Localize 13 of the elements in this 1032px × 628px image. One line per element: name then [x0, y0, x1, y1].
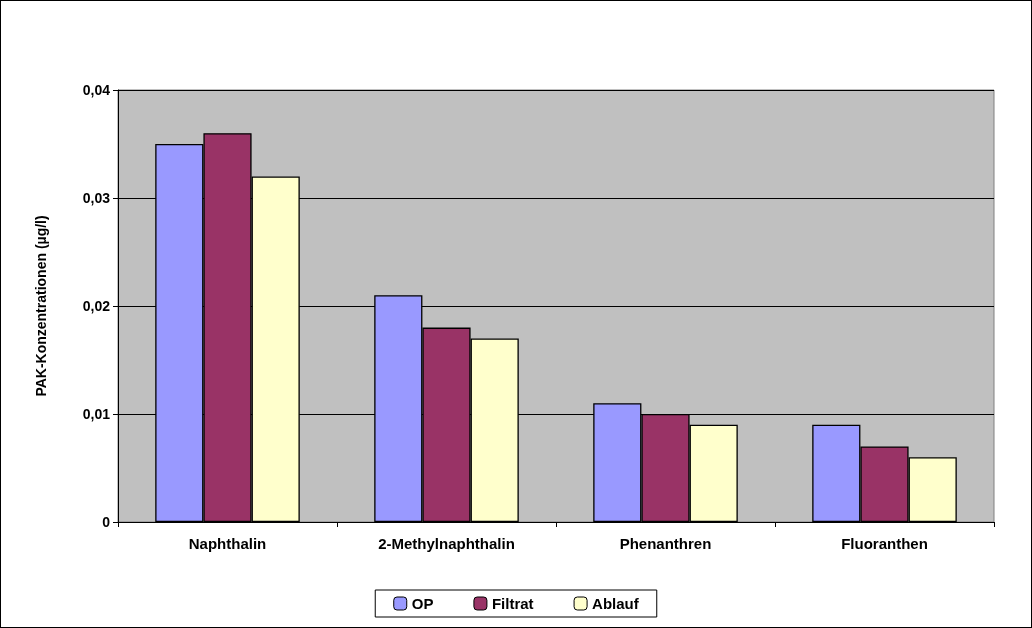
legend-label: OP [411, 595, 434, 612]
y-tick-label: 0,04 [82, 82, 111, 98]
x-tick-label: Fluoranthen [841, 535, 928, 552]
y-axis-title: PAK-Konzentrationen (µg/l) [33, 215, 49, 397]
legend-label: Ablauf [592, 595, 640, 612]
x-tick-label: Naphthalin [188, 535, 267, 552]
y-tick-label: 0,01 [82, 406, 111, 422]
y-tick-label: 0 [102, 514, 111, 530]
x-tick-label: Phenanthren [619, 535, 712, 552]
legend-label: Filtrat [491, 595, 534, 612]
x-tick-label: 2-Methylnaphthalin [378, 535, 515, 552]
y-tick-label: 0,02 [82, 298, 111, 314]
y-tick-label: 0,03 [82, 190, 111, 206]
